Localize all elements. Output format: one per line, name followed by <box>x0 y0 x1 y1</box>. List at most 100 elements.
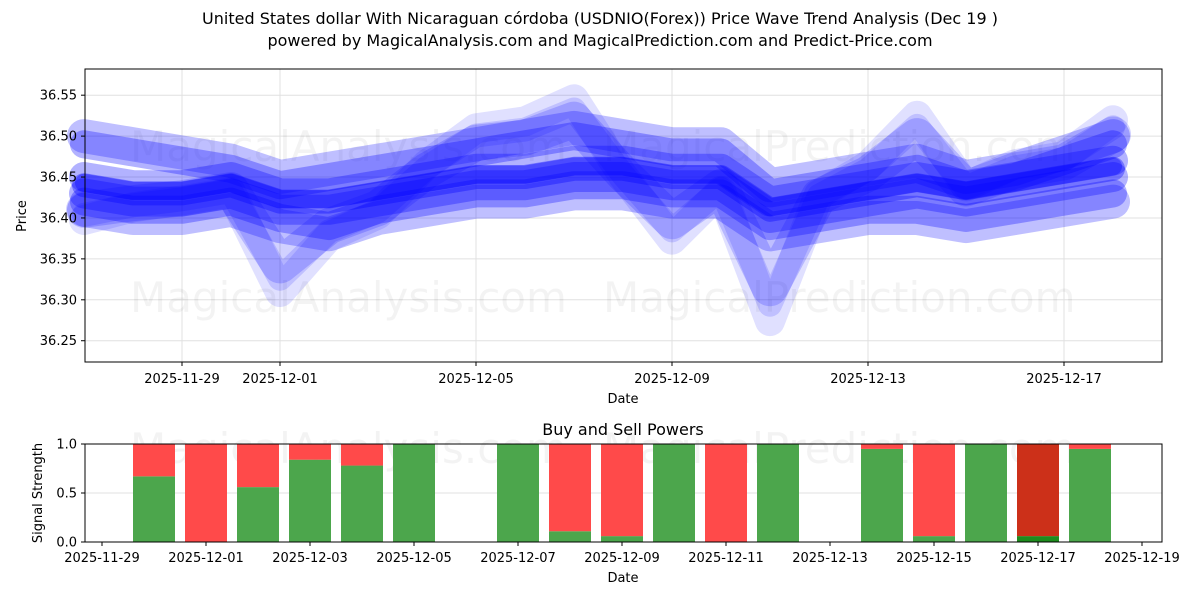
signal-bar <box>185 444 227 542</box>
wave-band <box>69 145 1128 217</box>
x-tick-label: 2025-12-11 <box>688 551 764 566</box>
x-tick-label: 2025-12-03 <box>272 551 348 566</box>
y-tick-label: 36.30 <box>40 293 77 308</box>
sell-bar-segment <box>133 444 175 477</box>
sell-bar-segment <box>237 444 279 488</box>
signal-x-axis-label: Date <box>607 571 638 586</box>
wave-band <box>70 171 1127 241</box>
signal-bar <box>497 444 539 542</box>
signal-bars <box>133 444 1111 542</box>
y-tick-label: 1.0 <box>56 438 77 453</box>
buy-bar-segment <box>341 465 383 542</box>
signal-y-axis-label: Signal Strength <box>31 443 46 543</box>
wave-band <box>72 156 1125 222</box>
sell-bar-segment <box>1069 444 1111 449</box>
wave-band <box>72 97 1125 317</box>
x-tick-label: 2025-12-17 <box>1000 551 1076 566</box>
y-tick-label: 36.40 <box>40 211 77 226</box>
wave-band <box>75 157 1122 217</box>
signal-x-axis: 2025-11-29 2025-12-01 2025-12-03 2025-12-05… <box>64 542 1180 566</box>
wave-band <box>69 84 1128 337</box>
signal-bar <box>1017 444 1059 542</box>
watermark-text: MagicalPrediction.com <box>603 273 1076 322</box>
signal-bar <box>757 444 799 542</box>
price-x-axis-label: Date <box>607 392 638 407</box>
y-tick-label: 36.45 <box>40 171 77 186</box>
sell-bar-segment <box>341 444 383 466</box>
watermark-text: MagicalAnalysis.com <box>130 122 567 171</box>
x-tick-label: 2025-11-29 <box>64 551 140 566</box>
signal-y-axis: 0.0 0.5 1.0 <box>56 438 85 551</box>
buy-bar-segment <box>133 476 175 542</box>
chart-subtitle: powered by MagicalAnalysis.com and Magic… <box>267 31 933 50</box>
buy-sell-power-chart: Buy and Sell Powers MagicalAnalysis.comM… <box>31 420 1180 586</box>
sell-bar-segment <box>289 444 331 460</box>
buy-bar-segment <box>757 444 799 542</box>
sell-bar-segment <box>861 444 903 449</box>
sell-bar-segment <box>185 444 227 542</box>
sell-bar-segment <box>1017 444 1059 537</box>
signal-bar <box>913 444 955 542</box>
buy-bar-segment <box>965 444 1007 542</box>
x-tick-label: 2025-12-05 <box>438 372 514 387</box>
sell-bar-segment <box>705 444 747 542</box>
x-tick-label: 2025-11-29 <box>144 372 220 387</box>
buy-bar-segment <box>393 444 435 542</box>
buy-bar-segment <box>1017 536 1059 542</box>
price-wave-bands <box>66 84 1131 337</box>
x-tick-label: 2025-12-09 <box>634 372 710 387</box>
watermark-text: MagicalPrediction.com <box>603 122 1076 171</box>
price-x-axis: 2025-11-29 2025-12-01 2025-12-05 2025-12-09… <box>144 362 1102 387</box>
buy-bar-segment <box>497 444 539 542</box>
x-tick-label: 2025-12-17 <box>1026 372 1102 387</box>
price-y-axis-label: Price <box>15 200 30 232</box>
signal-bar <box>965 444 1007 542</box>
price-plot-frame <box>84 68 1163 363</box>
y-tick-label: 36.50 <box>40 130 77 145</box>
price-wave-chart: MagicalAnalysis.com MagicalPrediction.com… <box>15 68 1163 407</box>
x-tick-label: 2025-12-01 <box>168 551 244 566</box>
signal-bar <box>601 444 643 542</box>
buy-bar-segment <box>237 487 279 542</box>
buy-bar-segment <box>913 536 955 542</box>
buy-sell-title: Buy and Sell Powers <box>542 420 704 439</box>
sell-bar-segment <box>549 444 591 532</box>
buy-bar-segment <box>861 448 903 542</box>
wave-band <box>67 110 1130 203</box>
x-tick-label: 2025-12-13 <box>830 372 906 387</box>
signal-bar <box>549 444 591 542</box>
y-tick-label: 36.55 <box>40 89 77 104</box>
buy-bar-segment <box>653 444 695 542</box>
x-tick-label: 2025-12-13 <box>792 551 868 566</box>
x-tick-label: 2025-12-09 <box>584 551 660 566</box>
watermark-text: MagicalAnalysis.com <box>130 273 567 322</box>
y-tick-label: 36.25 <box>40 334 77 349</box>
x-tick-label: 2025-12-07 <box>480 551 556 566</box>
buy-bar-segment <box>601 536 643 542</box>
wave-band <box>67 176 1130 252</box>
buy-bar-segment <box>549 531 591 542</box>
signal-bar <box>341 444 383 542</box>
x-tick-label: 2025-12-05 <box>376 551 452 566</box>
sell-bar-segment <box>601 444 643 537</box>
x-tick-label: 2025-12-01 <box>242 372 318 387</box>
signal-bar <box>133 444 175 542</box>
y-tick-label: 0.0 <box>56 536 77 551</box>
buy-bar-segment <box>1069 448 1111 542</box>
y-tick-label: 0.5 <box>56 487 77 502</box>
wave-band <box>70 122 1127 208</box>
wave-band <box>66 101 1131 307</box>
price-watermarks: MagicalAnalysis.com MagicalPrediction.com… <box>130 122 1076 322</box>
y-tick-label: 36.35 <box>40 252 77 267</box>
signal-bar <box>237 444 279 542</box>
signal-bar <box>393 444 435 542</box>
wave-band <box>69 162 1128 233</box>
signal-bar <box>1069 444 1111 542</box>
signal-bar <box>705 444 747 542</box>
signal-bar <box>289 444 331 542</box>
x-tick-label: 2025-12-15 <box>896 551 972 566</box>
buy-bar-segment <box>289 459 331 542</box>
sell-bar-segment <box>913 444 955 537</box>
signal-bar <box>861 444 903 542</box>
